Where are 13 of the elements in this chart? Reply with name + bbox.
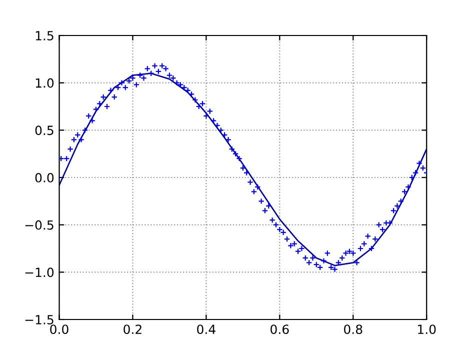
y-tick-label: 1.5 (36, 31, 54, 40)
y-tick-label: 0.5 (35, 126, 54, 136)
x-tick-label: 1.0 (418, 324, 436, 334)
y-tick-label: 0.0 (35, 172, 54, 182)
x-tick-label: 0.6 (270, 324, 289, 334)
x-tick-label: 0.2 (124, 324, 142, 334)
y-tick-label: −1.5 (25, 315, 54, 324)
y-tick-label: −1.0 (25, 268, 54, 278)
x-tick-label: 0.4 (197, 324, 216, 334)
x-tick-label: 0.0 (50, 324, 68, 334)
y-tick-label: −0.5 (25, 220, 54, 230)
x-tick-label: 0.8 (344, 324, 362, 334)
y-tick-label: 1.0 (36, 78, 54, 88)
